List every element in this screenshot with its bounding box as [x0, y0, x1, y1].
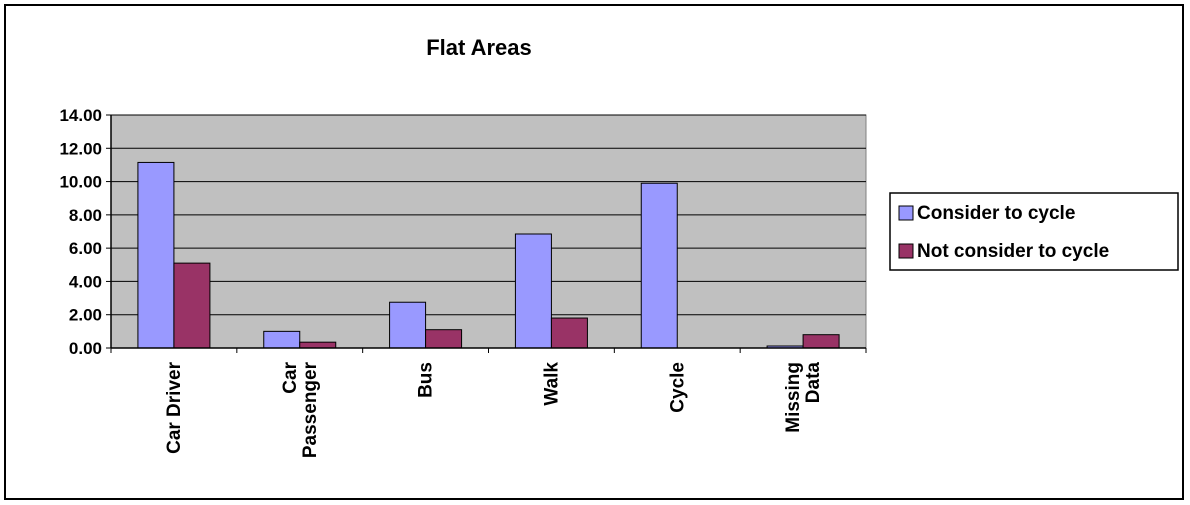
- y-tick-label: 2.00: [69, 306, 102, 325]
- bar-not-consider: [173, 262, 211, 349]
- plot-area: [110, 114, 867, 349]
- x-tick-label: Walk: [541, 362, 562, 406]
- y-axis: 0.00 2.00 4.00 6.00 8.00 10.00 12.00 14.00: [59, 106, 112, 358]
- legend-swatch-consider: [898, 205, 914, 221]
- bars: [137, 161, 840, 349]
- gridlines: [111, 114, 866, 316]
- y-tick-label: 4.00: [69, 272, 102, 291]
- x-tick-label: Car: [280, 361, 301, 393]
- x-tick-label: Passenger: [300, 361, 321, 458]
- y-tick-label: 12.00: [59, 139, 102, 158]
- bar-consider: [514, 233, 552, 349]
- bar-not-consider: [802, 334, 840, 349]
- bar-not-consider: [425, 329, 463, 349]
- y-tick-label: 6.00: [69, 239, 102, 258]
- bar-consider: [389, 301, 427, 349]
- x-tick-label: Car Driver: [164, 361, 185, 453]
- y-tick-label: 10.00: [59, 173, 102, 192]
- x-axis: Car Driver Car Passenger Bus Walk Cycle Missin…: [110, 347, 867, 458]
- y-tick-label: 14.00: [59, 106, 102, 125]
- x-tick-label: Data: [803, 362, 824, 404]
- bar-consider: [640, 182, 678, 349]
- legend-label-consider: Consider to cycle: [917, 203, 1075, 224]
- bar-consider: [263, 330, 301, 349]
- y-tick-label: 8.00: [69, 206, 102, 225]
- y-tick-label: 0.00: [69, 339, 102, 358]
- bar-not-consider: [550, 317, 588, 349]
- bar-consider: [137, 161, 175, 349]
- bar-not-consider: [299, 341, 337, 349]
- legend: Consider to cycle Not consider to cycle: [889, 192, 1179, 271]
- legend-box: [889, 192, 1179, 271]
- x-tick-label: Missing: [783, 362, 804, 433]
- legend-swatch-not-consider: [898, 243, 914, 259]
- x-tick-label: Bus: [416, 362, 437, 398]
- x-tick-label: Cycle: [667, 362, 688, 413]
- chart-title: Flat Areas: [426, 35, 532, 60]
- legend-label-not-consider: Not consider to cycle: [917, 241, 1109, 262]
